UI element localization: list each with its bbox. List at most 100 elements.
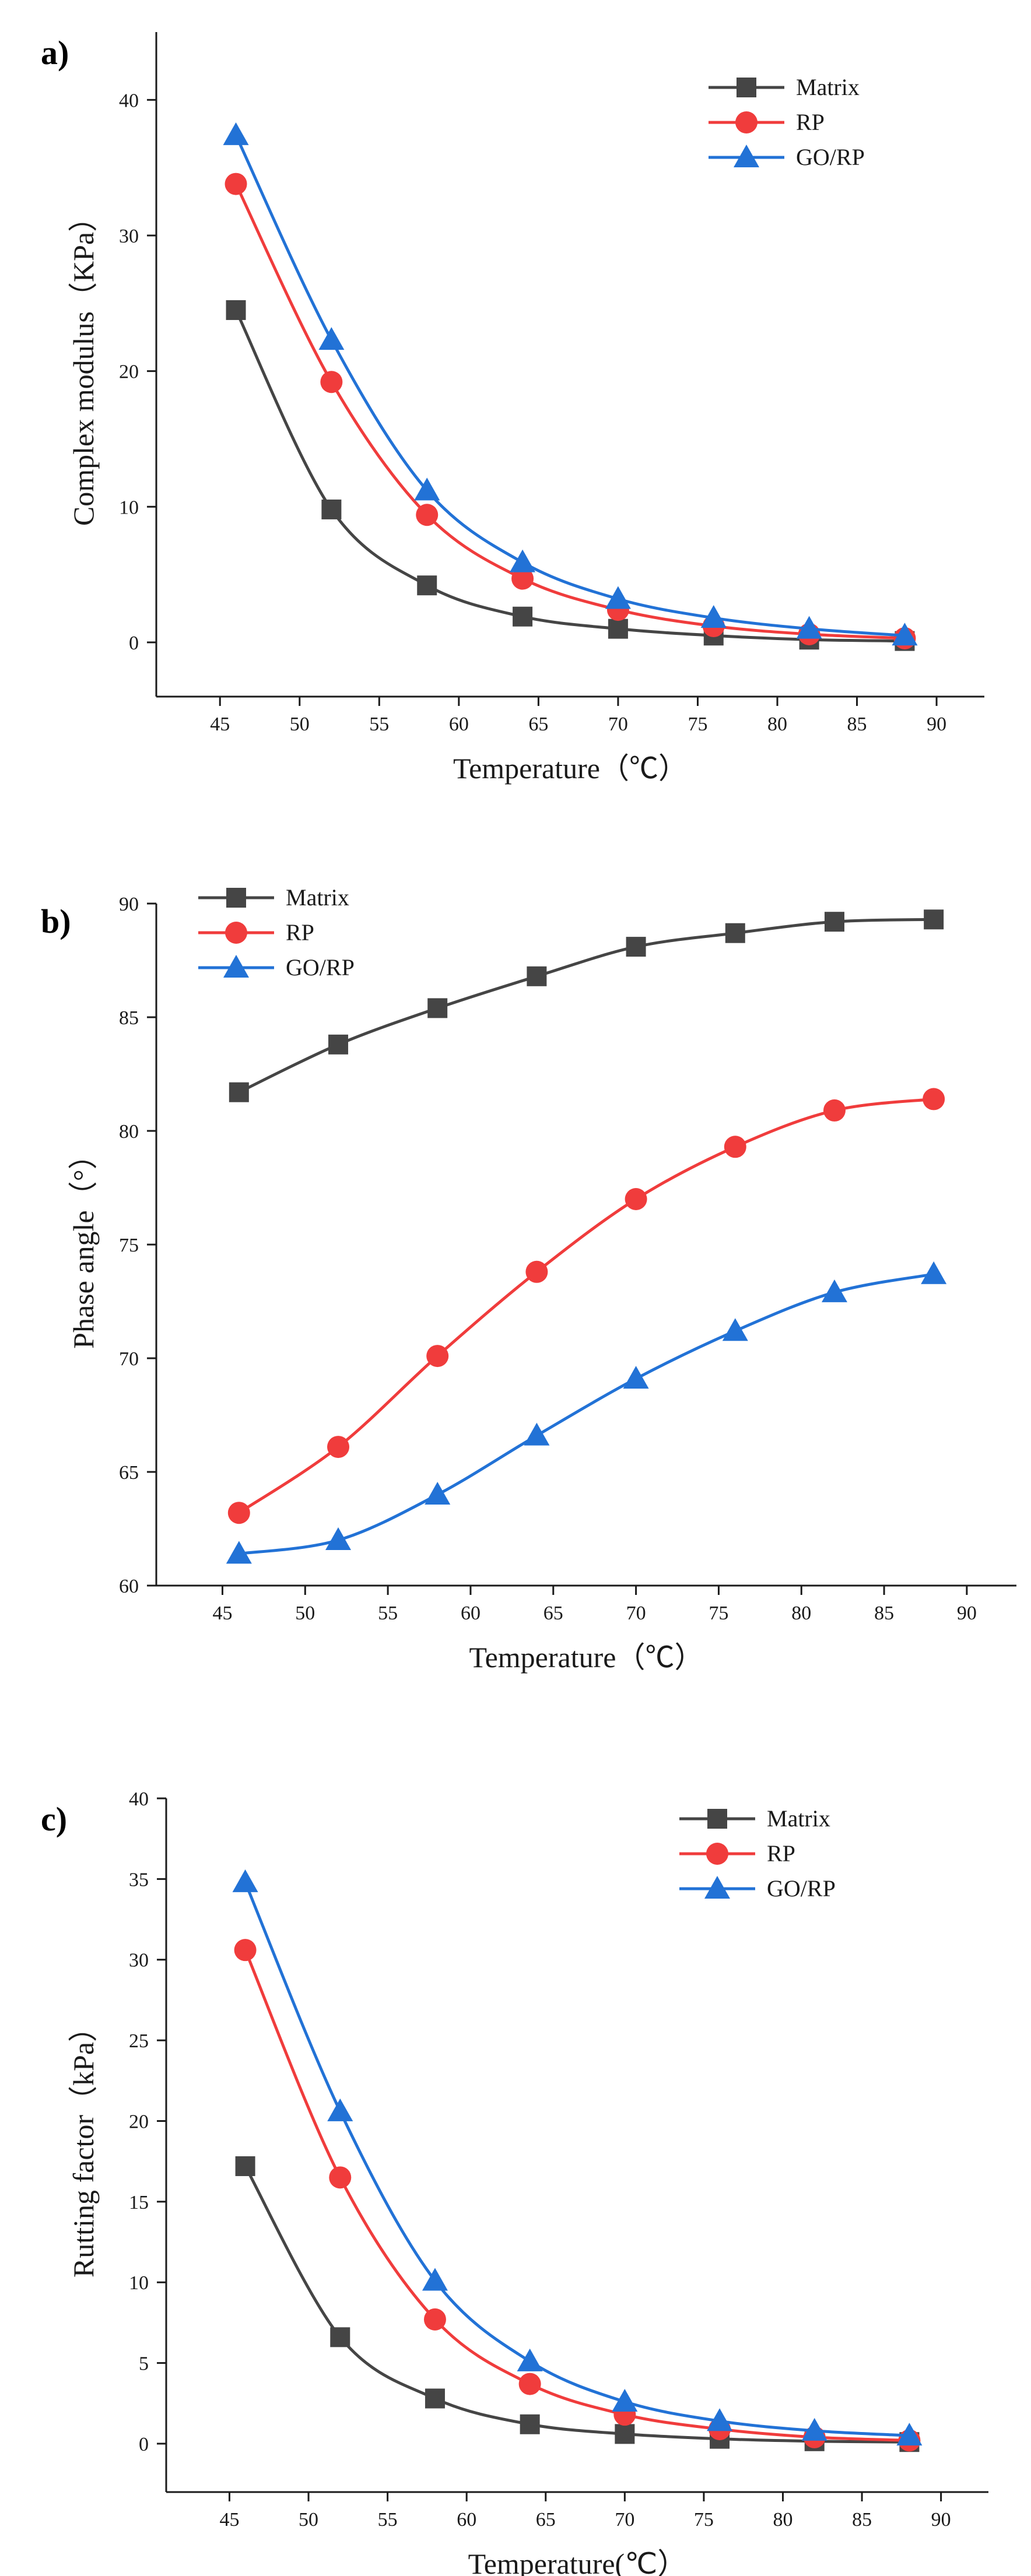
series-line [234, 309, 905, 643]
data-point [329, 2166, 352, 2189]
data-point [821, 1279, 847, 1302]
data-point [527, 966, 547, 986]
series-matrix [235, 2156, 920, 2452]
legend-marker [226, 888, 246, 908]
y-tick-label: 70 [119, 1348, 139, 1370]
legend-label: RP [796, 109, 825, 135]
data-point [330, 2327, 350, 2347]
data-point [921, 1261, 947, 1284]
data-point [327, 2098, 353, 2121]
data-point [226, 1541, 252, 1564]
x-tick-label: 75 [688, 714, 707, 735]
legend: Matrix RP GO/RP [679, 1805, 836, 1902]
data-point [232, 1869, 258, 1892]
series-line [238, 918, 934, 1094]
series-rp [227, 1088, 945, 1524]
x-tick-label: 85 [847, 714, 867, 735]
data-point [707, 2408, 733, 2431]
x-tick-label: 65 [528, 714, 548, 735]
y-tick-label: 10 [129, 2272, 149, 2294]
x-tick-label: 55 [378, 1602, 398, 1624]
x-tick-label: 70 [608, 714, 628, 735]
data-point [422, 2268, 448, 2291]
data-point [605, 586, 631, 609]
data-point [924, 909, 944, 930]
data-point [225, 173, 247, 195]
data-point [513, 606, 533, 627]
x-tick-label: 55 [369, 714, 389, 735]
x-tick-label: 50 [290, 714, 310, 735]
data-point [511, 567, 534, 590]
y-tick-label: 5 [139, 2353, 149, 2375]
data-point [427, 998, 448, 1018]
legend-label: Matrix [767, 1805, 830, 1832]
data-point [321, 499, 342, 519]
legend-label: GO/RP [796, 144, 865, 170]
legend-label: Matrix [796, 74, 860, 100]
series-rp [225, 173, 916, 649]
x-tick-label: 85 [874, 1602, 894, 1624]
data-point [517, 2348, 543, 2371]
data-point [425, 1482, 451, 1505]
panel-label: c) [41, 1800, 67, 1838]
data-point [320, 371, 343, 393]
y-tick-label: 65 [119, 1462, 139, 1484]
data-point [700, 605, 727, 628]
legend-marker [704, 1876, 730, 1899]
panel-label: b) [41, 902, 71, 940]
series-line [239, 1273, 934, 1555]
chart-panel-2: b) 45 50 55 60 65 70 75 80 85 90 60 65 70 75 80 85 90 Temp… [41, 884, 1016, 1674]
y-tick-label: 85 [119, 1007, 139, 1029]
series-line [244, 1949, 910, 2442]
y-tick-label: 60 [119, 1576, 139, 1597]
y-tick-label: 0 [139, 2434, 149, 2455]
data-point [608, 618, 628, 639]
data-point [328, 1034, 349, 1055]
x-tick-label: 50 [295, 1602, 315, 1624]
data-point [226, 300, 246, 320]
x-tick-label: 55 [378, 2509, 398, 2531]
data-point [423, 2308, 446, 2331]
data-point [722, 1318, 748, 1341]
x-tick-label: 90 [957, 1602, 977, 1624]
x-tick-label: 45 [212, 1602, 232, 1624]
x-tick-label: 65 [536, 2509, 556, 2531]
legend: Matrix RP GO/RP [709, 74, 865, 170]
y-tick-label: 25 [129, 2030, 149, 2052]
y-tick-label: 90 [119, 894, 139, 915]
data-point [525, 1260, 548, 1283]
x-tick-label: 70 [615, 2509, 634, 2531]
legend-marker [734, 145, 759, 167]
y-tick-label: 30 [119, 226, 139, 247]
y-axis-title: Phase angle（°） [67, 1140, 100, 1348]
x-tick-label: 80 [767, 714, 787, 735]
data-point [623, 1366, 649, 1389]
data-point [625, 1188, 647, 1210]
legend-marker [735, 111, 758, 133]
x-axis-title: Temperature(℃） [468, 2547, 687, 2576]
legend-marker [737, 78, 756, 97]
x-tick-label: 60 [457, 2509, 476, 2531]
legend-label: RP [767, 1840, 795, 1867]
data-point [615, 2424, 635, 2444]
data-point [612, 2389, 638, 2412]
data-point [510, 549, 536, 572]
x-tick-label: 90 [927, 714, 946, 735]
y-axis-title: Rutting factor（kPa） [67, 2013, 100, 2278]
x-tick-label: 45 [210, 714, 230, 735]
y-tick-label: 0 [129, 632, 139, 654]
data-point [416, 504, 439, 526]
y-tick-label: 40 [129, 1788, 149, 1810]
x-tick-label: 50 [299, 2509, 318, 2531]
data-point [229, 1082, 249, 1102]
data-point [425, 2388, 445, 2409]
series-line [234, 183, 905, 640]
legend: Matrix RP GO/RP [198, 884, 355, 981]
series-line [244, 2165, 910, 2444]
legend-marker [223, 955, 249, 978]
y-tick-label: 80 [119, 1121, 139, 1143]
y-tick-label: 75 [119, 1235, 139, 1256]
series-line [238, 1097, 934, 1514]
